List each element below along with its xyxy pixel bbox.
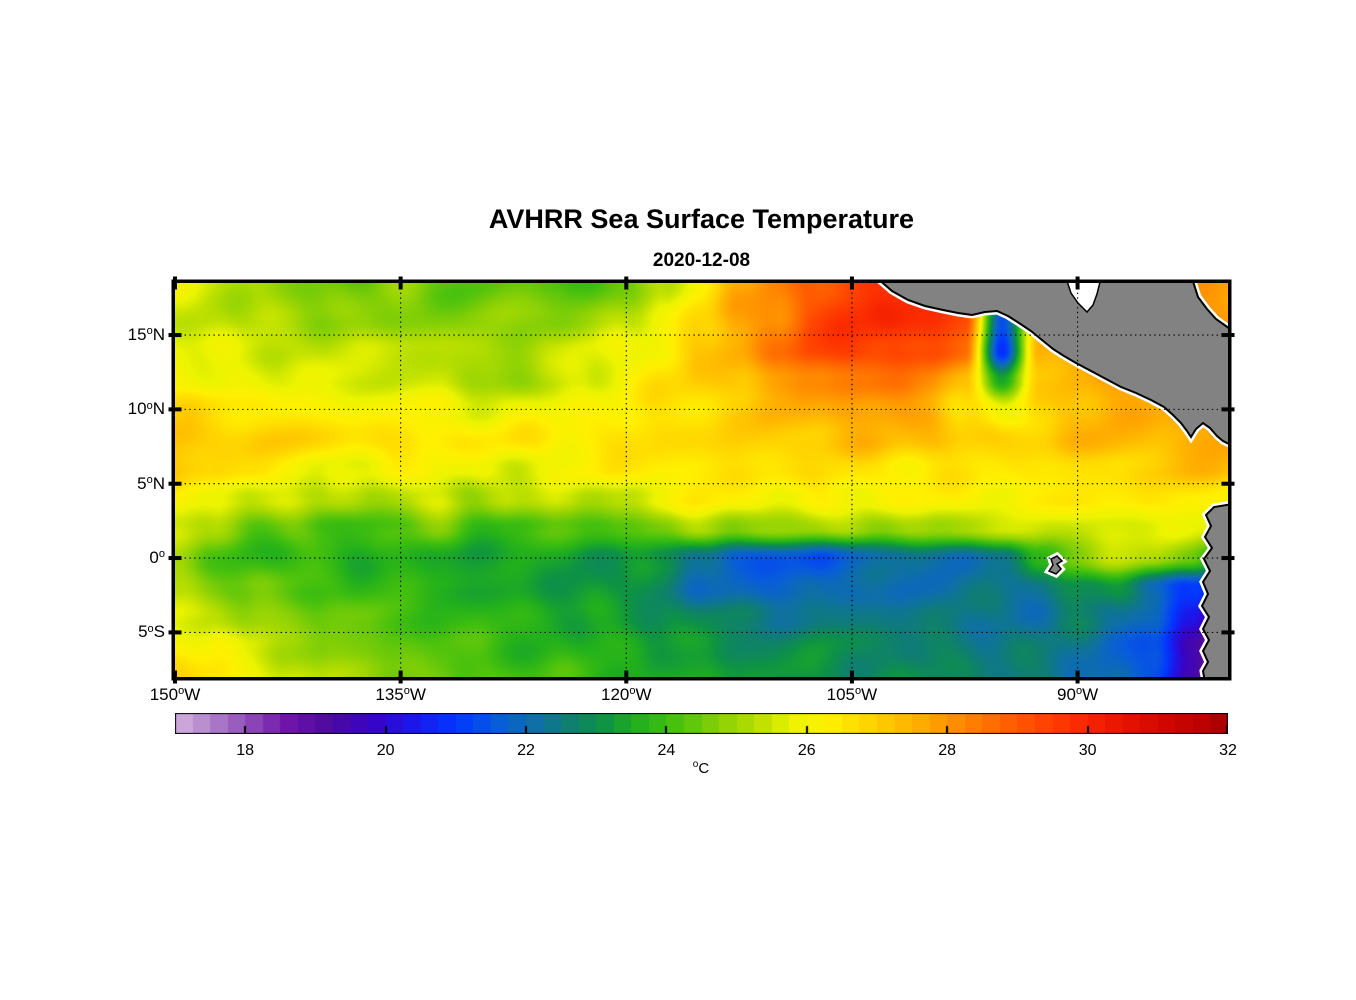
axes-border: [171, 279, 1232, 681]
landmass: [1066, 283, 1101, 314]
colorbar-tick-label: 32: [1219, 742, 1237, 759]
land-layer: [877, 283, 1228, 677]
y-tick-label: 10oN: [127, 399, 165, 419]
y-tick-label: 15oN: [127, 325, 165, 345]
x-tick-label: 105oW: [826, 685, 878, 704]
colorbar-tick-label: 28: [938, 742, 957, 759]
colorbar-tick-label: 20: [376, 742, 395, 759]
y-tick-label: 5oN: [137, 473, 165, 493]
x-tick-label: 120oW: [601, 685, 652, 704]
y-tick-label: 5oS: [138, 622, 165, 642]
chart-subtitle: 2020-12-08: [652, 250, 751, 271]
map-overlay: [168, 276, 1235, 684]
chart-title: AVHRR Sea Surface Temperature: [488, 204, 915, 234]
x-tick-label: 135oW: [375, 685, 426, 704]
colorbar-tick-label: 24: [657, 742, 676, 759]
colorbar-tick-label: 26: [797, 742, 816, 759]
colorbar-tick-label: 22: [517, 742, 535, 759]
colorbar: [175, 713, 1228, 734]
gridlines: [175, 283, 1228, 677]
landmass: [881, 283, 1228, 445]
sst-map: [168, 276, 1235, 684]
colorbar-unit-label: oC: [692, 759, 710, 778]
x-tick-label: 90oW: [1057, 685, 1099, 704]
colorbar-tick-label: 18: [236, 742, 255, 759]
y-tick-label: 0o: [149, 548, 165, 568]
colorbar-tick-label: 30: [1078, 742, 1097, 759]
x-tick-label: 150oW: [149, 685, 201, 704]
